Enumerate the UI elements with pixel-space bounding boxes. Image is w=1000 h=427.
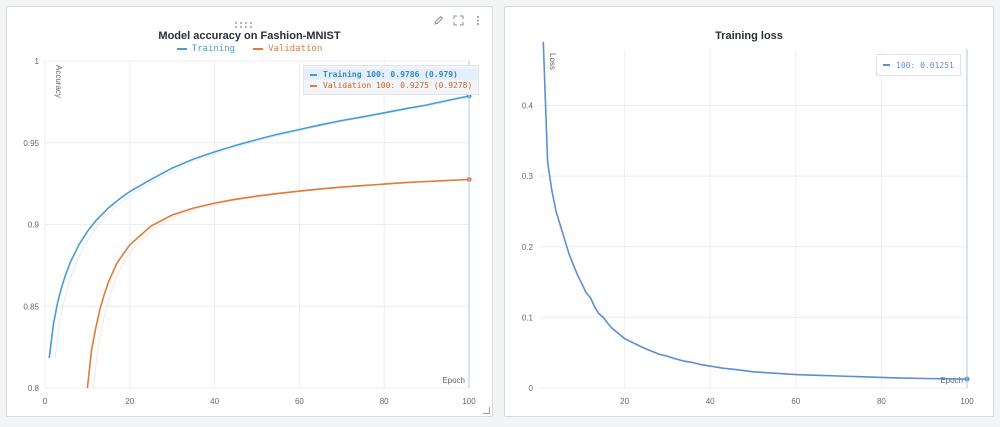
x-tick-label: 80 xyxy=(877,397,886,406)
tooltip-row-validation: Validation 100: 0.9275 (0.9278) xyxy=(310,80,472,91)
y-tick-label: 0.85 xyxy=(23,302,39,311)
loss-chart-panel: Training loss 0 0.1 0.2 0.3 0.4 20 40 60 80 100 Lo… xyxy=(504,6,994,417)
x-tick-label: 0 xyxy=(43,397,48,406)
chart-legend: Training Validation xyxy=(7,44,492,54)
x-axis-title: Epoch xyxy=(442,376,465,385)
y-tick-label: 0.8 xyxy=(28,384,40,393)
tooltip-swatch-training xyxy=(310,73,317,76)
panel-toolbar xyxy=(432,14,484,26)
y-tick-label: 0.1 xyxy=(522,313,534,322)
hover-tooltip: Training 100: 0.9786 (0.979) Validation … xyxy=(303,65,480,95)
series-line xyxy=(86,178,470,388)
x-tick-label: 60 xyxy=(791,397,800,406)
x-tick-label: 80 xyxy=(380,397,389,406)
y-tick-label: 0.2 xyxy=(522,243,534,252)
pencil-icon[interactable] xyxy=(432,14,444,26)
y-tick-label: 0 xyxy=(529,384,534,393)
y-tick-label: 0.3 xyxy=(522,172,534,181)
legend-label-validation: Validation xyxy=(268,44,323,54)
tooltip-swatch-loss xyxy=(883,64,890,66)
x-tick-label: 60 xyxy=(295,397,304,406)
tooltip-swatch-validation xyxy=(310,84,317,87)
x-tick-label: 20 xyxy=(620,397,629,406)
x-axis-title: Epoch xyxy=(940,376,963,385)
legend-swatch-validation xyxy=(253,48,264,50)
legend-item-validation[interactable]: Validation xyxy=(253,44,322,54)
accuracy-plot[interactable]: 0.8 0.85 0.9 0.95 1 0 20 40 60 80 100 Accuracy Epoch xyxy=(7,7,494,418)
tooltip-text-validation: Validation 100: 0.9275 (0.9278) xyxy=(323,81,473,90)
chart-title: Model accuracy on Fashion-MNIST xyxy=(158,30,341,42)
tooltip-text-loss: 100: 0.01251 xyxy=(896,60,954,70)
y-axis-title: Loss xyxy=(548,53,557,70)
x-tick-label: 100 xyxy=(462,397,476,406)
accuracy-chart-panel: Model accuracy on Fashion-MNIST Training… xyxy=(6,6,493,417)
more-options-icon[interactable] xyxy=(472,14,484,26)
y-tick-label: 0.4 xyxy=(522,102,534,111)
series-smoothing-shadow xyxy=(92,179,473,388)
y-axis-title: Accuracy xyxy=(54,65,63,98)
legend-swatch-training xyxy=(176,48,187,50)
legend-label-training: Training xyxy=(191,44,236,54)
hover-tooltip: 100: 0.01251 xyxy=(876,54,961,76)
resize-handle[interactable] xyxy=(483,407,490,414)
series-line xyxy=(542,41,968,380)
tooltip-text-training: Training 100: 0.9786 (0.979) xyxy=(323,70,458,79)
y-tick-label: 0.95 xyxy=(23,139,39,148)
x-tick-label: 20 xyxy=(125,397,134,406)
x-tick-label: 40 xyxy=(210,397,219,406)
legend-item-training[interactable]: Training xyxy=(176,44,236,54)
y-tick-label: 0.9 xyxy=(28,221,40,230)
x-tick-label: 40 xyxy=(706,397,715,406)
tooltip-row-training: Training 100: 0.9786 (0.979) xyxy=(304,69,479,80)
series-smoothing-shadow xyxy=(54,95,473,359)
series-line xyxy=(48,95,470,359)
fullscreen-icon[interactable] xyxy=(452,14,464,26)
tooltip-row-loss: 100: 0.01251 xyxy=(883,58,954,72)
y-tick-label: 1 xyxy=(35,57,40,66)
x-tick-label: 100 xyxy=(960,397,974,406)
loss-plot[interactable]: 0 0.1 0.2 0.3 0.4 20 40 60 80 100 Loss Epoch xyxy=(505,7,995,418)
chart-title: Training loss xyxy=(715,30,783,42)
drag-handle-icon[interactable] xyxy=(234,16,254,28)
